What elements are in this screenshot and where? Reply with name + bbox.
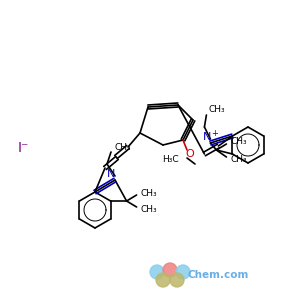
Text: N: N	[107, 169, 115, 179]
Text: +: +	[211, 128, 218, 137]
Circle shape	[156, 273, 170, 287]
Text: CH₃: CH₃	[140, 205, 157, 214]
Circle shape	[176, 265, 190, 279]
Text: CH₃: CH₃	[208, 104, 225, 113]
Text: N: N	[203, 132, 212, 142]
Text: CH₃: CH₃	[115, 142, 131, 152]
Text: CH₃: CH₃	[230, 137, 247, 146]
Circle shape	[150, 265, 164, 279]
Text: H₃C: H₃C	[162, 155, 179, 164]
Text: CH₃: CH₃	[230, 154, 247, 164]
Circle shape	[163, 263, 177, 277]
Text: Chem.com: Chem.com	[187, 270, 249, 280]
Text: CH₃: CH₃	[140, 188, 157, 197]
Text: I⁻: I⁻	[18, 141, 29, 155]
Text: O: O	[186, 149, 194, 159]
Circle shape	[170, 273, 184, 287]
